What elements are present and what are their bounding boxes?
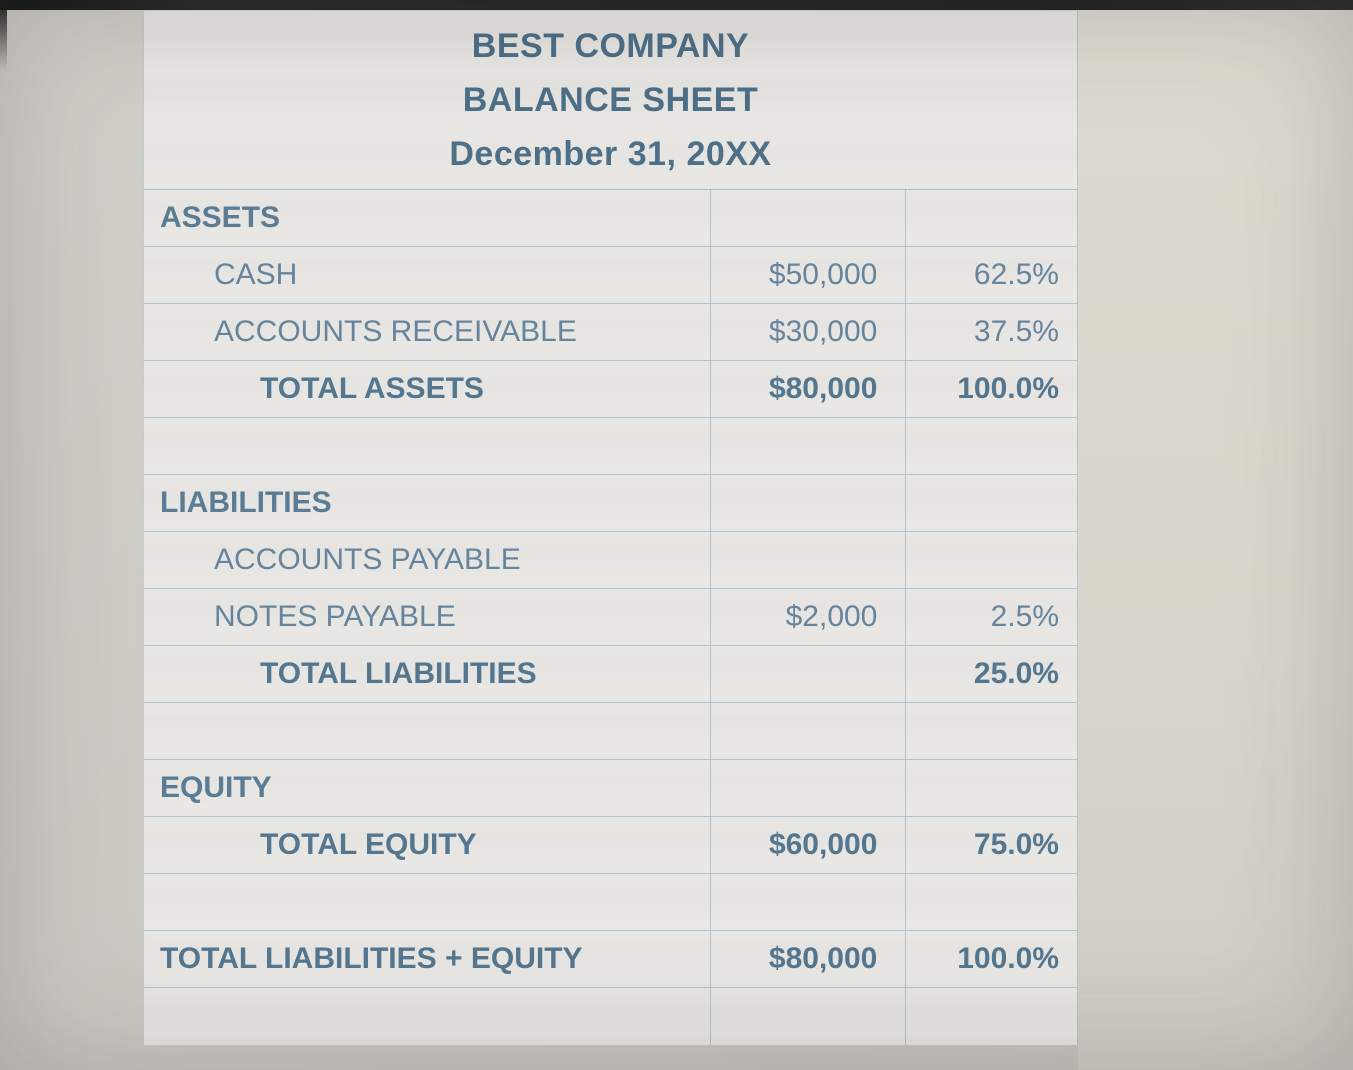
photo-dark-edge-top [0,0,1353,10]
statement-date: December 31, 20XX [449,135,772,173]
statement-header: BEST COMPANY BALANCE SHEET December 31, … [144,11,1077,190]
row-assets-header: ASSETS [144,190,1077,247]
cell-percent: 100.0% [905,931,1077,987]
cell-amount [709,418,906,474]
cell-label: TOTAL ASSETS [260,372,484,405]
cell-amount [709,760,906,816]
cell-amount: $80,000 [709,931,906,987]
cell-percent: 100.0% [905,361,1077,417]
cell-amount: $50,000 [709,247,906,303]
row-blank [144,418,1077,475]
row-equity-header: EQUITY [144,760,1077,817]
cell-label: ASSETS [160,201,281,234]
cell-percent [905,418,1077,474]
row-notes-payable: NOTES PAYABLE $2,000 2.5% [144,589,1077,646]
cell-label [144,988,710,1045]
cell-label [144,418,710,474]
cell-amount [709,874,906,930]
cell-amount [709,532,906,588]
cell-percent [905,703,1077,759]
cell-label: TOTAL EQUITY [260,828,477,861]
cell-percent [905,475,1077,531]
cell-amount: $30,000 [709,304,906,360]
cell-amount [709,703,906,759]
cell-percent: 62.5% [905,247,1077,303]
row-total-liabilities: TOTAL LIABILITIES 25.0% [144,646,1077,703]
cell-label: ACCOUNTS PAYABLE [214,543,521,576]
cell-amount: $80,000 [709,361,906,417]
cell-percent [905,874,1077,930]
row-accounts-receivable: ACCOUNTS RECEIVABLE $30,000 37.5% [144,304,1077,361]
row-blank [144,874,1077,931]
cell-percent: 25.0% [905,646,1077,702]
row-blank [144,703,1077,760]
company-name: BEST COMPANY [471,27,750,65]
row-cash: CASH $50,000 62.5% [144,247,1077,304]
cell-percent [905,760,1077,816]
cell-percent: 2.5% [905,589,1077,645]
cell-percent: 75.0% [905,817,1077,873]
photo-dark-edge-left [0,0,7,70]
cell-label [144,703,710,759]
cell-percent [905,532,1077,588]
cell-amount [709,475,906,531]
cell-amount [709,646,906,702]
cell-amount: $2,000 [709,589,906,645]
row-total-equity: TOTAL EQUITY $60,000 75.0% [144,817,1077,874]
row-accounts-payable: ACCOUNTS PAYABLE [144,532,1077,589]
cell-label: EQUITY [160,771,272,804]
row-trailing-gridlines [144,988,1077,1045]
cell-label: ACCOUNTS RECEIVABLE [214,315,577,348]
balance-sheet: BEST COMPANY BALANCE SHEET December 31, … [143,10,1078,1045]
cell-label: LIABILITIES [160,486,332,519]
cell-amount [709,190,906,246]
row-total-assets: TOTAL ASSETS $80,000 100.0% [144,361,1077,418]
cell-label: TOTAL LIABILITIES + EQUITY [160,942,583,975]
cell-percent: 37.5% [905,304,1077,360]
cell-label: NOTES PAYABLE [214,600,456,633]
row-liabilities-header: LIABILITIES [144,475,1077,532]
spreadsheet-empty-area [1078,10,1353,1070]
cell-label [144,874,710,930]
cell-percent [905,988,1077,1045]
cell-percent [905,190,1077,246]
cell-label: CASH [214,258,298,291]
balance-sheet-table: ASSETS CASH $50,000 62.5% ACCOUNTS RECEI… [144,190,1077,1045]
cell-amount: $60,000 [709,817,906,873]
statement-title: BALANCE SHEET [462,81,759,119]
cell-label: TOTAL LIABILITIES [260,657,537,690]
cell-amount [709,988,906,1045]
row-total-liabilities-equity: TOTAL LIABILITIES + EQUITY $80,000 100.0… [144,931,1077,988]
